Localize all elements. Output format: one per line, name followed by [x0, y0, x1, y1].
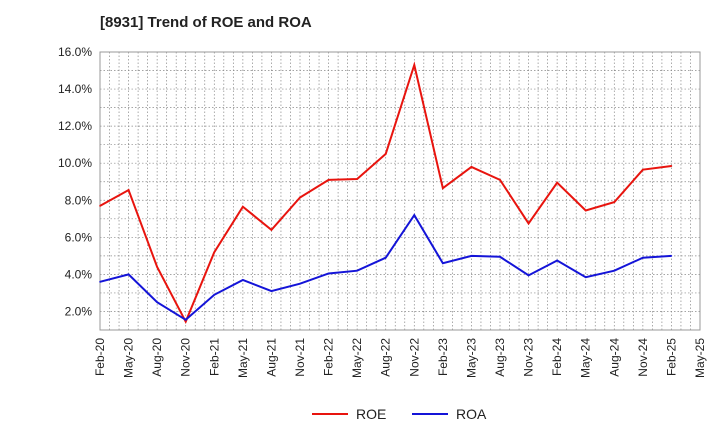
data-point-roe: [384, 153, 387, 155]
data-point-roa: [299, 282, 301, 285]
data-point-roe: [156, 266, 158, 268]
data-point-roe: [242, 205, 244, 208]
x-tick-label: Nov-23: [522, 338, 536, 377]
data-point-roe: [527, 222, 530, 225]
data-point-roa: [413, 214, 416, 216]
data-point-roe: [642, 168, 644, 171]
data-point-roe: [584, 209, 587, 212]
series-group: [99, 61, 673, 325]
data-point-roe: [470, 166, 473, 168]
x-tick-label: Aug-23: [493, 338, 507, 377]
data-point-roa: [99, 281, 101, 283]
x-tick-label: May-20: [122, 338, 136, 378]
data-point-roe: [413, 64, 416, 66]
data-point-roa: [670, 255, 673, 257]
x-tick-label: May-21: [236, 338, 250, 378]
data-point-roe: [499, 179, 501, 181]
y-axis-ticks: 2.0% 4.0% 6.0% 8.0% 10.0% 12.0% 14.0% 16.0%: [58, 45, 92, 318]
x-tick-label: Nov-20: [179, 338, 193, 377]
y-tick-label: 8.0%: [65, 193, 93, 207]
data-point-roa: [642, 256, 644, 259]
y-tick-label: 4.0%: [65, 267, 93, 281]
chart-title: [8931] Trend of ROE and ROA: [100, 14, 312, 31]
x-axis-ticks: Feb-20 May-20 Aug-20 Nov-20 Feb-21 May-21 Aug-…: [93, 338, 707, 378]
legend-label-roe: ROE: [356, 406, 386, 422]
data-point-roe: [213, 251, 216, 253]
x-tick-label: Feb-24: [550, 338, 564, 376]
data-point-roe: [356, 178, 358, 180]
data-point-roa: [127, 273, 130, 276]
data-point-roe: [184, 320, 187, 323]
data-point-roa: [442, 262, 444, 265]
data-point-roe: [127, 189, 130, 191]
data-point-roe: [613, 201, 616, 203]
data-point-roa: [613, 269, 616, 272]
x-tick-label: May-24: [579, 338, 593, 378]
x-tick-label: Aug-24: [607, 338, 621, 377]
y-tick-label: 14.0%: [58, 82, 92, 96]
x-tick-label: Nov-24: [636, 338, 650, 377]
y-tick-label: 2.0%: [65, 304, 93, 318]
data-point-roe: [442, 187, 444, 190]
x-tick-label: Nov-21: [293, 338, 307, 377]
x-tick-label: Aug-22: [379, 338, 393, 377]
data-point-roa: [584, 276, 587, 278]
x-tick-label: May-25: [693, 338, 707, 378]
data-point-roa: [270, 290, 273, 292]
data-point-roa: [527, 274, 530, 277]
x-tick-label: May-23: [464, 338, 478, 378]
data-point-roa: [384, 256, 387, 259]
y-tick-label: 10.0%: [58, 156, 92, 170]
x-tick-label: Feb-22: [322, 338, 336, 376]
data-point-roe: [299, 196, 301, 199]
data-point-roe: [327, 179, 330, 181]
data-point-roe: [670, 165, 673, 167]
y-tick-label: 12.0%: [58, 119, 92, 133]
x-tick-label: Aug-20: [150, 338, 164, 377]
data-point-roa: [327, 272, 330, 275]
legend: ROE ROA: [312, 406, 487, 422]
data-point-roe: [556, 181, 558, 184]
data-point-roe: [270, 229, 273, 231]
data-point-roa: [213, 293, 216, 296]
x-tick-label: Feb-20: [93, 338, 107, 376]
data-point-roa: [184, 319, 187, 321]
data-point-roa: [242, 279, 244, 281]
x-tick-label: Feb-21: [207, 338, 221, 376]
x-tick-label: Feb-23: [436, 338, 450, 376]
data-point-roa: [556, 259, 558, 262]
grid-lines: [99, 52, 700, 330]
legend-label-roa: ROA: [456, 406, 487, 422]
y-tick-label: 6.0%: [65, 230, 93, 244]
y-tick-label: 16.0%: [58, 45, 92, 59]
x-tick-label: Feb-25: [664, 338, 678, 376]
x-tick-label: Nov-22: [407, 338, 421, 377]
data-point-roa: [470, 255, 473, 257]
x-tick-label: Aug-21: [264, 338, 278, 377]
data-point-roa: [499, 255, 501, 258]
x-tick-label: May-22: [350, 338, 364, 378]
data-point-roe: [99, 205, 101, 207]
data-point-roa: [156, 301, 158, 304]
data-point-roa: [356, 269, 358, 272]
plot-area-border: [99, 51, 701, 331]
